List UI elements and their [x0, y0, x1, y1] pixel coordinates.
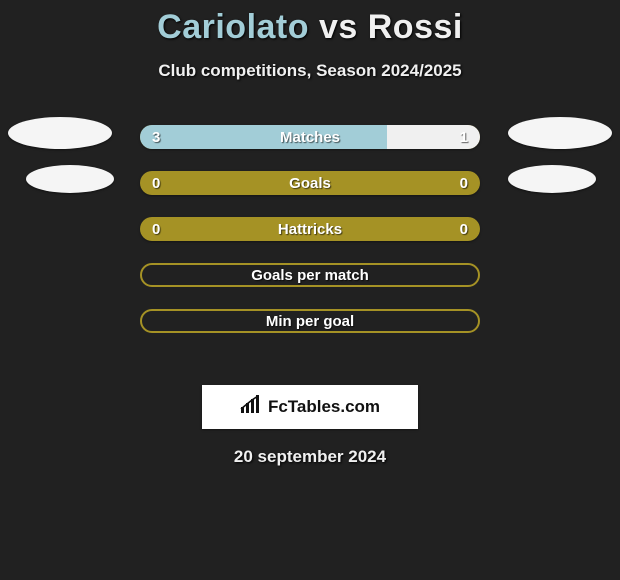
- avatar-left-minor: [26, 165, 114, 193]
- stat-row: 31Matches: [140, 125, 480, 149]
- avatar-right-minor: [508, 165, 596, 193]
- subtitle: Club competitions, Season 2024/2025: [0, 61, 620, 81]
- avatar-left-main: [8, 117, 112, 149]
- bars-container: 31Matches 00Goals 00Hattricks Goals per mat…: [140, 125, 480, 333]
- chart-icon: [240, 395, 262, 420]
- page-title: Cariolato vs Rossi: [0, 0, 620, 47]
- date-label: 20 september 2024: [0, 447, 620, 467]
- logo-text: FcTables.com: [268, 397, 380, 417]
- stat-label: Goals: [140, 171, 480, 195]
- stat-label: Min per goal: [142, 311, 478, 331]
- stat-row: 00Hattricks: [140, 217, 480, 241]
- player-right-name: Rossi: [368, 8, 463, 46]
- stat-label: Matches: [140, 125, 480, 149]
- stat-row: Min per goal: [140, 309, 480, 333]
- avatar-right-main: [508, 117, 612, 149]
- stat-row: 00Goals: [140, 171, 480, 195]
- stat-row: Goals per match: [140, 263, 480, 287]
- comparison-chart: 31Matches 00Goals 00Hattricks Goals per mat…: [0, 125, 620, 365]
- stat-label: Goals per match: [142, 265, 478, 285]
- player-left-name: Cariolato: [157, 8, 309, 46]
- logo-box: FcTables.com: [202, 385, 418, 429]
- vs-text: vs: [319, 8, 358, 46]
- stat-label: Hattricks: [140, 217, 480, 241]
